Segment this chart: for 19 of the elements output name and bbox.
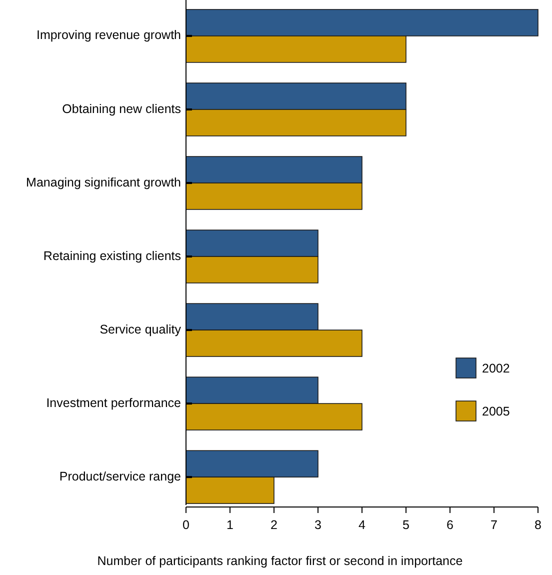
y-tick-label: Obtaining new clients: [62, 102, 181, 116]
x-tick-label: 6: [446, 518, 454, 532]
y-tick-label: Product/service range: [59, 469, 182, 484]
x-tick-label: 7: [490, 518, 498, 532]
y-tick-label: Service quality: [100, 322, 182, 336]
legend-label: 2002: [482, 362, 510, 376]
x-tick-label: 4: [358, 518, 366, 532]
x-tick-label: 1: [226, 518, 234, 532]
y-tick-label: Retaining existing clients: [43, 248, 181, 263]
x-tick-label: 5: [402, 518, 410, 532]
x-axis-title: Number of participants ranking factor first or second in importance: [97, 554, 463, 568]
y-tick-label: Managing significant growth: [26, 175, 182, 190]
x-tick-label: 0: [182, 518, 190, 532]
x-tick-label: 8: [534, 518, 542, 532]
y-tick-label: Improving revenue growth: [36, 28, 182, 42]
x-tick-label: 3: [314, 518, 322, 532]
x-tick-label: 2: [270, 518, 278, 532]
y-tick-label: Investment performance: [46, 396, 182, 410]
legend-label: 2005: [482, 404, 510, 418]
